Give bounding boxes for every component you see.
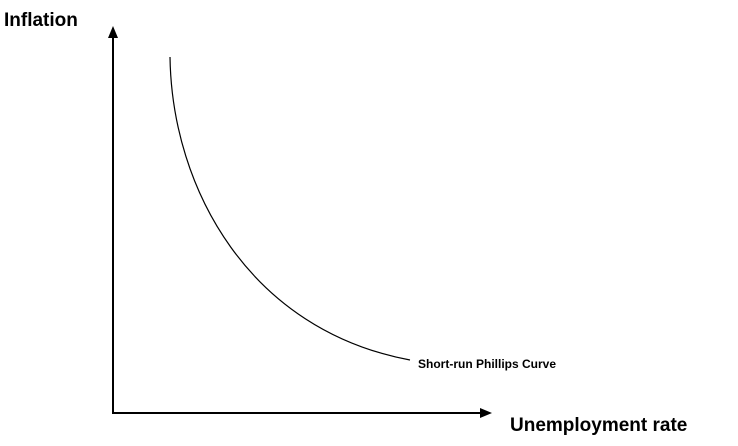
curve-label: Short-run Phillips Curve — [418, 357, 556, 371]
y-axis-arrow — [108, 26, 118, 38]
x-axis-label: Unemployment rate — [510, 415, 687, 436]
x-axis-arrow — [480, 408, 492, 418]
phillips-curve — [169, 56, 411, 361]
y-axis-label: Inflation — [4, 10, 78, 31]
